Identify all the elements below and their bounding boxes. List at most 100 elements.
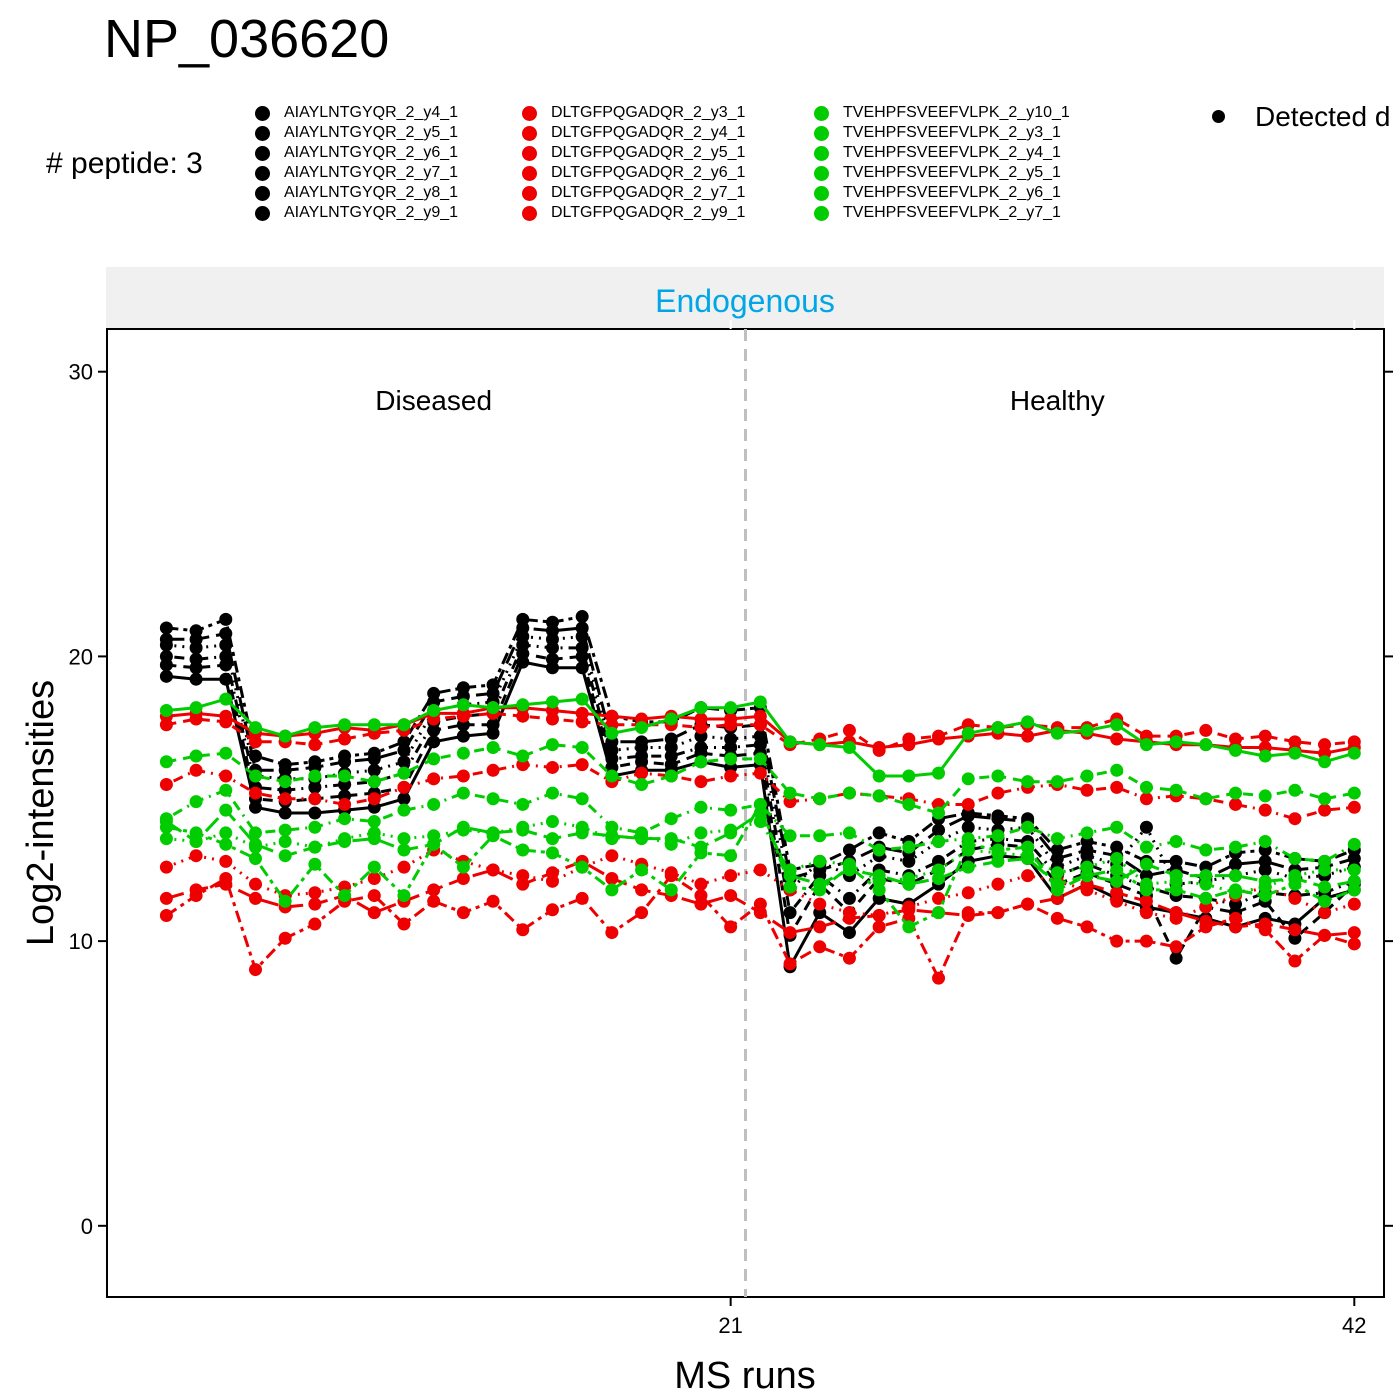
data-point: [189, 826, 203, 840]
data-point: [338, 769, 352, 783]
data-point: [1139, 894, 1153, 908]
data-point: [724, 920, 738, 934]
data-point: [813, 854, 827, 868]
legend-marker-icon: [522, 186, 537, 201]
data-point: [545, 846, 559, 860]
legend-marker-icon: [814, 186, 829, 201]
data-point: [1050, 911, 1064, 925]
data-point: [753, 752, 767, 766]
data-point: [1318, 863, 1332, 877]
data-point: [456, 746, 470, 760]
legend-marker-icon: [522, 126, 537, 141]
legend-marker-icon: [255, 106, 270, 121]
data-point: [902, 732, 916, 746]
data-point: [783, 829, 797, 843]
legend-item: TVEHPFSVEEFVLPK_2_y7_1: [814, 203, 1144, 223]
data-point: [842, 741, 856, 755]
data-point: [635, 766, 649, 780]
data-point: [783, 880, 797, 894]
data-point: [1110, 820, 1124, 834]
data-point: [456, 709, 470, 723]
data-point: [278, 894, 292, 908]
data-point: [219, 803, 233, 817]
data-point: [724, 701, 738, 715]
legend-label: AIAYLNTGYQR_2_y9_1: [284, 204, 459, 221]
data-point: [397, 755, 411, 769]
data-point: [427, 837, 441, 851]
data-point: [219, 692, 233, 706]
data-point: [961, 797, 975, 811]
data-point: [248, 721, 262, 735]
data-point: [1199, 843, 1213, 857]
data-point: [1347, 837, 1361, 851]
data-point: [842, 911, 856, 925]
data-point: [456, 860, 470, 874]
data-point: [367, 718, 381, 732]
data-point: [813, 897, 827, 911]
legend-column-aiay: AIAYLNTGYQR_2_y4_1 AIAYLNTGYQR_2_y5_1 AI…: [255, 103, 515, 223]
data-point: [724, 826, 738, 840]
legend-item: TVEHPFSVEEFVLPK_2_y4_1: [814, 143, 1144, 163]
data-point: [1080, 723, 1094, 737]
legend-label: DLTGFPQGADQR_2_y6_1: [551, 164, 746, 181]
data-point: [516, 823, 530, 837]
data-point: [159, 669, 173, 683]
data-point: [278, 931, 292, 945]
data-point: [397, 766, 411, 780]
data-point: [902, 920, 916, 934]
data-point: [159, 632, 173, 646]
legend-column-tveh: TVEHPFSVEEFVLPK_2_y10_1 TVEHPFSVEEFVLPK_…: [814, 103, 1144, 223]
x-tick-label: 21: [718, 1313, 742, 1338]
legend-item: TVEHPFSVEEFVLPK_2_y6_1: [814, 183, 1144, 203]
data-point: [545, 815, 559, 829]
legend-label: AIAYLNTGYQR_2_y5_1: [284, 124, 459, 141]
data-point: [902, 797, 916, 811]
y-axis-title: Log2-intensities: [20, 680, 62, 946]
data-point: [575, 692, 589, 706]
data-point: [397, 780, 411, 794]
data-point: [1288, 954, 1302, 968]
data-point: [189, 795, 203, 809]
data-point: [456, 729, 470, 743]
data-point: [278, 823, 292, 837]
data-point: [1110, 840, 1124, 854]
data-point: [308, 738, 322, 752]
data-point: [1021, 897, 1035, 911]
data-point: [1110, 886, 1124, 900]
data-point: [456, 871, 470, 885]
x-tick-label: 42: [1342, 1313, 1366, 1338]
data-point: [605, 829, 619, 843]
data-point: [664, 732, 678, 746]
data-point: [1080, 783, 1094, 797]
legend-marker-icon: [255, 166, 270, 181]
data-point: [872, 826, 886, 840]
legend-label: DLTGFPQGADQR_2_y7_1: [551, 184, 746, 201]
data-point: [1288, 877, 1302, 891]
data-point: [397, 832, 411, 846]
data-point: [724, 889, 738, 903]
data-point: [456, 786, 470, 800]
legend-item: AIAYLNTGYQR_2_y4_1: [255, 103, 515, 123]
legend-item: DLTGFPQGADQR_2_y5_1: [522, 143, 802, 163]
data-point: [664, 869, 678, 883]
data-point: [991, 877, 1005, 891]
data-point: [159, 908, 173, 922]
data-point: [783, 735, 797, 749]
data-point: [753, 863, 767, 877]
data-point: [367, 889, 381, 903]
legend-label: AIAYLNTGYQR_2_y4_1: [284, 104, 459, 121]
data-point: [1110, 780, 1124, 794]
data-point: [1080, 920, 1094, 934]
data-point: [427, 894, 441, 908]
data-point: [635, 883, 649, 897]
data-point: [397, 889, 411, 903]
data-point: [516, 698, 530, 712]
data-point: [308, 857, 322, 871]
data-point: [1318, 738, 1332, 752]
data-point: [308, 820, 322, 834]
data-point: [605, 926, 619, 940]
series-line: [166, 643, 1355, 915]
data-point: [308, 769, 322, 783]
data-point: [664, 883, 678, 897]
data-point: [575, 741, 589, 755]
